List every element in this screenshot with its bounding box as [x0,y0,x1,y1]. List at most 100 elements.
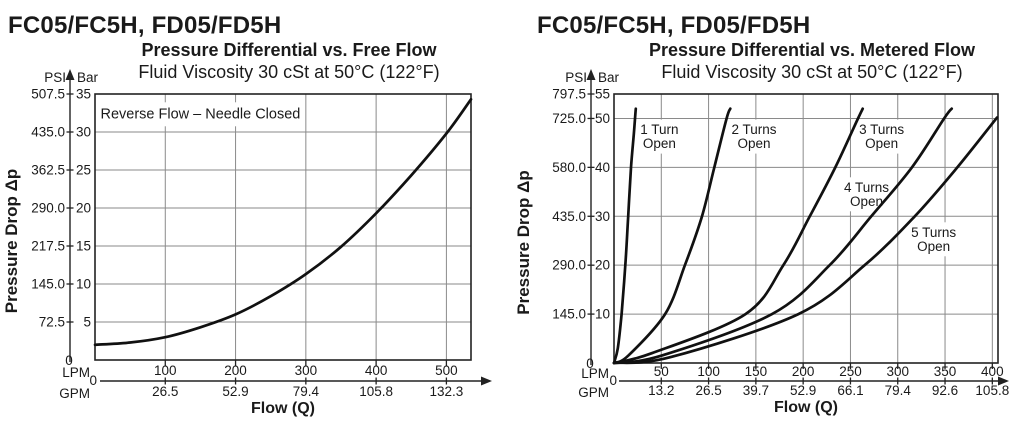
x-tick-label-lpm: 100 [697,364,720,379]
x-tick-label-gpm: 66.1 [837,383,863,398]
curve-label: Open [643,136,676,151]
curve-label-bg [637,119,682,154]
x-unit-lpm-label: LPM [62,365,90,380]
y-tick-label-psi: 797.5 [552,87,586,102]
curve-label: 2 Turns [731,122,776,137]
curve-label: Open [865,136,898,151]
x-origin-label: 0 [89,373,97,388]
page-title: FC05/FC5H, FD05/FD5H [8,12,281,39]
y-tick-label-bar: 15 [76,239,91,254]
page-title: FC05/FC5H, FD05/FD5H [537,12,810,39]
x-tick-label-gpm: 132.3 [430,384,464,399]
free-flow-chart: 5 72.5 10 145.0 15 217.5 20 290.0 25 362.5 30 435.0… [2,12,492,417]
y-tick-label-psi: 145.0 [31,277,65,292]
x-tick-label-lpm: 200 [224,363,247,378]
curve-4-turns-open [612,107,954,365]
curve-2-turns-open [612,107,732,365]
y-tick-label-bar: 10 [76,277,91,292]
x-tick-label-gpm: 26.5 [152,384,178,399]
x-tick-label-gpm: 52.9 [790,383,816,398]
y-tick-label-bar: 5 [83,315,91,330]
y-origin-label: 0 [65,353,73,368]
curve-label: Open [850,194,883,209]
x-tick-label-lpm: 400 [981,364,1004,379]
y-tick-label-bar: 20 [595,258,610,273]
x-axis-arrowhead [998,376,1009,386]
y-axis-title: Pressure Drop Δp [2,169,21,313]
y-tick-label-psi: 362.5 [31,163,65,178]
y-tick-label-psi: 145.0 [552,307,586,322]
y-tick-label-bar: 40 [595,160,610,175]
x-tick-label-gpm: 79.4 [293,384,320,399]
x-tick-label-lpm: 400 [365,363,388,378]
y-axis-arrowhead [65,69,75,80]
chart-title: Pressure Differential vs. Metered Flow [649,40,976,60]
y-axis-arrowhead [586,69,596,80]
x-tick-label-lpm: 100 [154,363,177,378]
y-unit-psi-label: PSI [44,70,66,85]
y-unit-bar-label: Bar [77,70,99,85]
y-tick-label-psi: 72.5 [39,315,65,330]
x-tick-label-gpm: 52.9 [222,384,248,399]
y-axis-title: Pressure Drop Δp [514,170,533,314]
x-tick-label-gpm: 105.8 [359,384,393,399]
y-tick-label-bar: 25 [76,163,91,178]
curve-reverse-flow-needle-closed [93,97,473,347]
x-tick-label-gpm: 105.8 [975,383,1009,398]
curve-label: 1 Turn [640,122,678,137]
x-unit-gpm-label: GPM [59,386,90,401]
y-tick-label-psi: 435.0 [552,209,586,224]
curve-label-bg [841,177,892,212]
curve-5-turns-open [612,116,999,365]
x-tick-label-lpm: 200 [792,364,815,379]
x-unit-lpm-label: LPM [581,366,609,381]
curve-label: 3 Turns [859,122,904,137]
annotation-label: Reverse Flow – Needle Closed [100,106,300,122]
x-tick-label-lpm: 300 [886,364,909,379]
y-origin-label: 0 [586,356,594,371]
y-tick-label-psi: 290.0 [31,201,65,216]
y-tick-label-bar: 55 [595,87,610,102]
curve-label: 4 Turns [844,180,889,195]
x-tick-label-lpm: 350 [934,364,957,379]
x-tick-label-lpm: 500 [435,363,458,378]
y-tick-label-bar: 10 [595,307,610,322]
axis-layer: 5 72.5 10 145.0 15 217.5 20 290.0 25 362.5 30 435.0… [31,69,492,399]
chart-title: Pressure Differential vs. Free Flow [141,40,437,60]
curve-1-turn-open [612,107,638,365]
x-axis-title: Flow (Q) [774,399,838,416]
y-tick-label-bar: 50 [595,111,610,126]
y-tick-label-bar: 30 [76,125,91,140]
metered-flow-chart: 10 145.0 20 290.0 30 435.0 40 580.0 50 725.0 55 797… [514,12,1009,416]
curve-label: 5 Turns [911,225,956,240]
curve-label-bg [908,222,959,257]
y-unit-bar-label: Bar [598,70,620,85]
x-origin-label: 0 [609,373,617,388]
grid-layer [95,94,471,360]
y-tick-label-psi: 435.0 [31,125,65,140]
y-tick-label-bar: 30 [595,209,610,224]
y-tick-label-psi: 290.0 [552,258,586,273]
curve-layer [612,107,999,365]
chart-subtitle: Fluid Viscosity 30 cSt at 50°C (122°F) [661,62,962,82]
y-tick-label-bar: 20 [76,201,91,216]
curve-3-turns-open [612,107,865,365]
y-tick-label-psi: 217.5 [31,239,65,254]
x-tick-label-gpm: 26.5 [695,383,721,398]
y-tick-label-psi: 725.0 [552,111,586,126]
annotation-label-bg [96,102,305,127]
y-tick-label-bar: 35 [76,87,91,102]
curve-label-bg [856,119,907,154]
y-tick-label-psi: 507.5 [31,87,65,102]
x-unit-gpm-label: GPM [578,385,609,400]
y-unit-psi-label: PSI [565,70,587,85]
x-tick-label-lpm: 50 [654,364,669,379]
x-axis-arrowhead [481,376,492,386]
x-tick-label-lpm: 150 [745,364,768,379]
axis-layer: 10 145.0 20 290.0 30 435.0 40 580.0 50 725.0 55 797… [552,69,1009,398]
plot-border [94,93,472,361]
chart-subtitle: Fluid Viscosity 30 cSt at 50°C (122°F) [138,62,439,82]
x-tick-label-gpm: 92.6 [932,383,958,398]
